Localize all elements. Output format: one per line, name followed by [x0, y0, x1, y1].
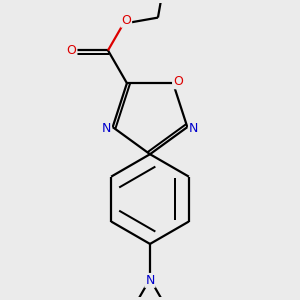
Text: N: N	[145, 274, 155, 287]
Text: N: N	[189, 122, 198, 135]
Text: O: O	[121, 14, 131, 27]
Text: N: N	[102, 122, 111, 135]
Text: O: O	[67, 44, 76, 57]
Text: O: O	[173, 75, 183, 88]
